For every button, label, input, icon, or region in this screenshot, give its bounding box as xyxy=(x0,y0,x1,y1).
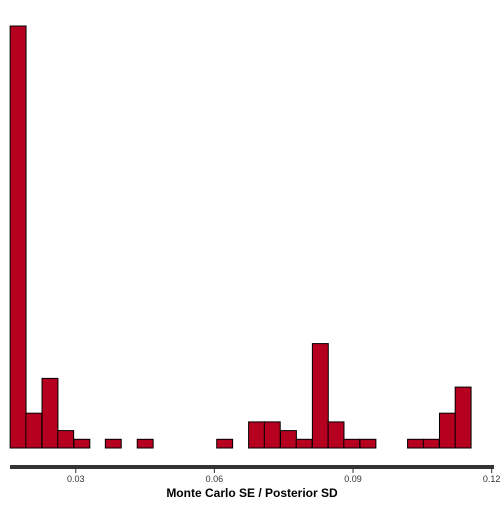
histogram-bar xyxy=(73,438,91,449)
x-axis-title: Monte Carlo SE / Posterior SD xyxy=(166,486,338,500)
histogram-bar xyxy=(311,343,329,449)
histogram-bar xyxy=(295,438,313,449)
histogram-bar xyxy=(9,25,27,449)
x-axis-ticks: 0.03 0.06 0.09 0.12 xyxy=(67,469,500,484)
histogram-bar xyxy=(216,438,234,449)
histogram-bar xyxy=(25,412,43,449)
histogram-bar xyxy=(279,430,297,449)
histogram-bar xyxy=(438,412,456,449)
histogram-bar xyxy=(57,430,75,449)
histogram-bar xyxy=(136,438,154,449)
histogram-bar xyxy=(359,438,377,449)
x-tick-label: 0.06 xyxy=(206,474,224,484)
histogram-bar xyxy=(454,386,472,449)
histogram-bar xyxy=(343,438,361,449)
histogram-bar xyxy=(248,421,266,449)
histogram-bars xyxy=(9,25,472,449)
histogram-bar xyxy=(104,438,122,449)
histogram-bar xyxy=(263,421,281,449)
x-tick-label: 0.12 xyxy=(483,474,501,484)
histogram-bar xyxy=(327,421,345,449)
histogram-bar xyxy=(422,438,440,449)
histogram-bar xyxy=(407,438,424,449)
x-tick-label: 0.09 xyxy=(344,474,362,484)
x-tick-label: 0.03 xyxy=(67,474,85,484)
histogram-bar xyxy=(41,377,59,449)
